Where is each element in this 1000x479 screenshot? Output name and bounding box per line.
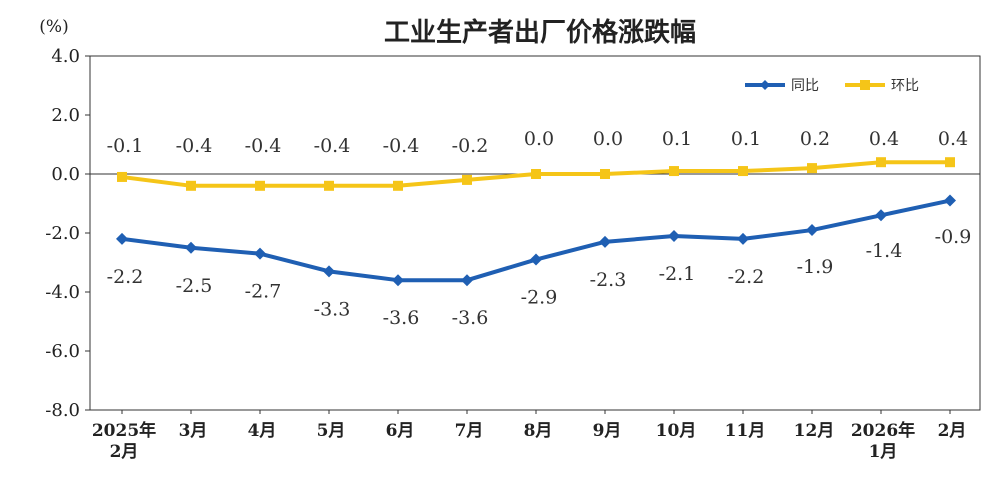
x-tick-label: 6月 [386, 421, 415, 441]
data-point [944, 194, 956, 207]
x-tick-label: 12月 [794, 421, 835, 441]
y-tick-label: -6.0 [45, 341, 80, 362]
y-axis-unit: (%) [39, 17, 68, 37]
x-tick-label: 9月 [593, 421, 622, 441]
data-point [945, 157, 955, 168]
x-tick-label: 5月 [317, 421, 346, 441]
x-tick-label: 11月 [725, 421, 766, 441]
data-label: -2.5 [176, 275, 213, 297]
data-point [876, 157, 886, 168]
data-label: -0.4 [383, 135, 420, 157]
legend-label: 环比 [891, 78, 919, 94]
data-point [117, 171, 127, 182]
legend-label: 同比 [791, 78, 819, 94]
data-label: -1.9 [797, 256, 834, 278]
data-point [738, 166, 748, 177]
data-label: -0.9 [935, 226, 972, 248]
data-label: -2.2 [728, 266, 765, 288]
data-label: -3.6 [452, 307, 489, 329]
y-tick-label: -8.0 [45, 400, 80, 421]
data-labels: -2.2 -2.5 -2.7 -3.3 -3.6 -3.6 -2.9 -2.3 -2.1 -2.2… [107, 128, 972, 329]
y-tick-label: 2.0 [51, 105, 80, 126]
data-point [531, 169, 541, 179]
x-tick-label: 8月 [524, 421, 553, 441]
series-layer [116, 157, 956, 287]
data-point [323, 265, 335, 278]
data-point [600, 169, 610, 179]
data-point [462, 174, 472, 185]
data-label: -0.4 [176, 135, 213, 157]
data-point [116, 232, 128, 245]
data-label: -0.2 [452, 135, 489, 157]
data-label: 0.1 [731, 128, 761, 150]
data-label: 0.4 [938, 128, 968, 150]
y-tick-label: -4.0 [45, 282, 80, 303]
x-tick-label: 2月 [110, 442, 139, 462]
data-point [185, 241, 197, 254]
data-label: -3.6 [383, 307, 420, 329]
data-point [599, 235, 611, 248]
data-label: -2.9 [521, 287, 558, 309]
x-tick-label: 2026年 [851, 420, 915, 441]
y-tick-label: 4.0 [51, 46, 80, 67]
x-tick-label: 3月 [179, 421, 208, 441]
data-point [392, 274, 404, 287]
x-tick-label: 1月 [869, 442, 898, 462]
data-label: 0.0 [593, 128, 623, 150]
data-point [668, 229, 680, 242]
data-label: 0.0 [524, 128, 554, 150]
data-label: -1.4 [866, 240, 903, 262]
data-label: -0.1 [107, 135, 144, 157]
data-point [807, 163, 817, 174]
data-point [255, 180, 265, 191]
data-label: -2.7 [245, 281, 282, 303]
data-label: 0.1 [662, 128, 692, 150]
y-tick-label: -2.0 [45, 223, 80, 244]
data-label: -2.2 [107, 266, 144, 288]
legend: 同比 环比 [745, 78, 919, 94]
data-point [737, 232, 749, 245]
data-point [186, 180, 196, 191]
data-label: -0.4 [314, 135, 351, 157]
data-label: -2.3 [590, 269, 627, 291]
plot-frame [89, 55, 981, 411]
data-label: 0.4 [869, 128, 899, 150]
data-point [461, 274, 473, 287]
legend-marker [860, 80, 870, 90]
data-point [254, 247, 266, 260]
x-tick-label: 2月 [938, 421, 967, 441]
data-point [875, 209, 887, 222]
data-point [393, 180, 403, 191]
data-label: -2.1 [659, 263, 696, 285]
data-point [669, 166, 679, 177]
data-label: 0.2 [800, 128, 830, 150]
x-tick-label: 4月 [248, 421, 277, 441]
chart-title: 工业生产者出厂价格涨跌幅 [384, 17, 696, 48]
data-label: -0.4 [245, 135, 282, 157]
data-point [806, 224, 818, 237]
x-tick-label: 7月 [455, 421, 484, 441]
y-tick-label: 0.0 [51, 164, 80, 185]
x-tick-label: 10月 [656, 421, 697, 441]
data-point [530, 253, 542, 266]
data-point [324, 180, 334, 191]
data-label: -3.3 [314, 298, 351, 320]
x-tick-label: 2025年 [92, 420, 156, 441]
legend-marker [760, 80, 770, 90]
